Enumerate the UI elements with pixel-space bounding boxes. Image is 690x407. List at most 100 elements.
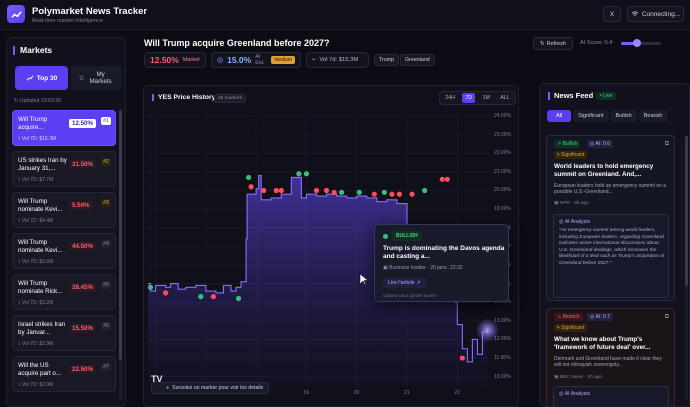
news-card[interactable]: ↗ Bullish ◎ AI: 0.6 ϟ Significant ⧉ Worl…	[546, 135, 675, 301]
news-card[interactable]: ↘ Bearish ◎ AI: 0.7 ϟ Significant ⧉ What…	[546, 308, 675, 406]
news-marker-bullish	[296, 171, 302, 177]
news-feed-title: News Feed	[548, 92, 593, 100]
ai-analysis-text: "An emergency summit among world leaders…	[559, 228, 665, 266]
market-item-2[interactable]: US strikes Iran by January 31,... 31.50%…	[12, 151, 116, 187]
range-7d[interactable]: 7D	[462, 93, 476, 103]
ai-icon: ◎	[590, 314, 596, 320]
news-marker-bearish	[459, 355, 465, 361]
market-volume: ⌇ Vol 7D: $3.2M	[18, 300, 54, 306]
refresh-label: Refresh	[546, 40, 566, 47]
news-marker-bearish	[210, 294, 216, 300]
market-percent: 12.50%	[69, 119, 96, 128]
market-percent: 44.50%	[69, 242, 96, 251]
volume-icon: ⌇	[18, 177, 22, 183]
trend-icon	[10, 10, 22, 18]
market-percent: 5.50%	[69, 201, 93, 210]
market-percent: 15.50%	[69, 324, 96, 333]
ai-score-badge: ◎ AI: 0.6	[587, 140, 613, 148]
app-title: Polymarket News Tracker	[32, 6, 148, 17]
market-percent: 31.50%	[69, 160, 96, 169]
volume-icon: ⌇	[18, 300, 22, 306]
market-item-6[interactable]: Israel strikes Iran by Januar... 15.50% …	[12, 315, 116, 351]
news-marker-bearish	[371, 191, 377, 197]
market-volume: ⌇ Vol 7D: $2.9M	[18, 341, 54, 347]
tab-my-markets-label: My Markets	[89, 71, 112, 85]
filter-bearish[interactable]: Bearish	[638, 110, 668, 122]
scrollbar-thumb[interactable]	[685, 136, 688, 286]
news-marker-bearish	[439, 176, 445, 182]
news-source: ▣ BBC News · 3h ago	[554, 375, 602, 380]
news-marker-bullish	[356, 189, 362, 195]
filter-all[interactable]: All	[547, 110, 572, 122]
market-price-chip: 12.50% Market	[144, 52, 206, 68]
external-link-icon: ↗	[416, 280, 421, 286]
news-summary: European leaders hold an emergency summi…	[554, 183, 667, 196]
volume-trend-icon: ⌁	[312, 57, 316, 63]
ai-icon: ◎	[559, 391, 565, 397]
market-item-3[interactable]: Will Trump nominate Kevi... 5.50% #3 ⌇ V…	[12, 192, 116, 228]
read-article-link[interactable]: Lire l'article ↗	[383, 278, 426, 288]
sentiment-dot	[383, 234, 388, 239]
y-tick-label: 21.00%	[494, 168, 511, 175]
market-price-value: 12.50%	[150, 55, 179, 65]
refresh-small-icon: ↻	[14, 98, 20, 104]
news-marker-bearish	[273, 187, 279, 194]
external-link-icon[interactable]: ⧉	[664, 314, 669, 320]
ai-score-slider[interactable]	[621, 39, 661, 47]
app-subtitle: Real-time market intelligence	[32, 18, 103, 24]
market-item-4[interactable]: Will Trump nominate Kevi... 44.50% #4 ⌇ …	[12, 233, 116, 269]
connection-status-button[interactable]: Connecting...	[627, 6, 684, 22]
scrollbar-thumb[interactable]	[119, 110, 122, 360]
external-link-icon[interactable]: ⧉	[664, 141, 669, 147]
y-tick-label: 24.00%	[494, 113, 511, 119]
y-tick-label: 19.00%	[494, 206, 511, 213]
markets-scrollbar[interactable]	[119, 110, 122, 400]
news-scrollbar[interactable]	[685, 136, 688, 401]
significant-badge: ϟ Significant	[554, 324, 588, 332]
news-marker-bullish	[235, 295, 242, 302]
trend-up-icon	[26, 75, 34, 81]
y-tick-label: 20.00%	[494, 187, 511, 194]
tab-my-markets[interactable]: ☆ My Markets	[71, 66, 121, 90]
filter-significant[interactable]: Significant	[573, 110, 609, 122]
hover-hint: ● Survolez un marker pour voir les detail…	[151, 382, 270, 394]
news-marker-bullish	[245, 174, 252, 181]
refresh-icon: ↻	[540, 40, 545, 47]
news-filters: All Significant Bullish Bearish	[547, 110, 668, 122]
source-icon: ▣	[554, 201, 560, 206]
market-rank: #3	[101, 199, 111, 207]
market-volume: ⌇ Vol 7D: $2.9M	[18, 382, 54, 388]
slider-knob[interactable]	[633, 39, 641, 47]
tooltip-title: Trump is dominating the Davos agenda and…	[383, 245, 505, 260]
confidence-badge: medium	[271, 56, 295, 64]
bullish-badge: ↗ Bullish	[554, 140, 581, 148]
market-item-5[interactable]: Will Trump nominate Rick... 28.45% #5 ⌇ …	[12, 274, 116, 310]
chart-title: YES Price History	[152, 94, 215, 101]
bearish-badge: ↘ Bearish	[554, 313, 583, 321]
market-question: Will Trump nominate Kevi...	[18, 198, 63, 213]
tag-trump[interactable]: Trump	[374, 54, 400, 66]
live-badge: • Live	[596, 92, 617, 100]
market-item-7[interactable]: Will the US acquire part o... 22.50% #7 …	[12, 356, 116, 392]
x-button[interactable]: X	[603, 6, 621, 22]
news-source: ▣ NPR · 9h ago	[554, 201, 589, 206]
market-volume: ⌇ Vol 7D: $4.4M	[18, 218, 54, 224]
range-all[interactable]: ALL	[500, 95, 510, 101]
refresh-button[interactable]: ↻ Refresh	[533, 37, 573, 50]
market-rank: #5	[101, 281, 111, 289]
tab-top-30[interactable]: Top 30	[15, 66, 68, 90]
news-marker-bearish	[248, 184, 254, 190]
news-feed-panel: News Feed • Live All Significant Bullish…	[539, 83, 690, 407]
range-1m[interactable]: 1M	[482, 95, 490, 101]
range-24h[interactable]: 24H	[445, 95, 455, 101]
markets-title: Markets	[13, 46, 52, 55]
market-question: Will Trump nominate Rick...	[18, 280, 63, 295]
market-question: Will Trump acquire...	[18, 116, 48, 131]
marker-tooltip[interactable]: BULLISH Trump is dominating the Davos ag…	[374, 224, 509, 302]
x-tick-label: 19	[303, 390, 309, 396]
market-item-1[interactable]: Will Trump acquire... 12.50% #1 ⌇ Vol 7D…	[12, 110, 116, 146]
news-marker-bearish	[409, 191, 415, 197]
hint-dot-icon: ●	[166, 385, 170, 391]
tag-greenland[interactable]: Greenland	[400, 54, 435, 66]
filter-bullish[interactable]: Bullish	[610, 110, 637, 122]
